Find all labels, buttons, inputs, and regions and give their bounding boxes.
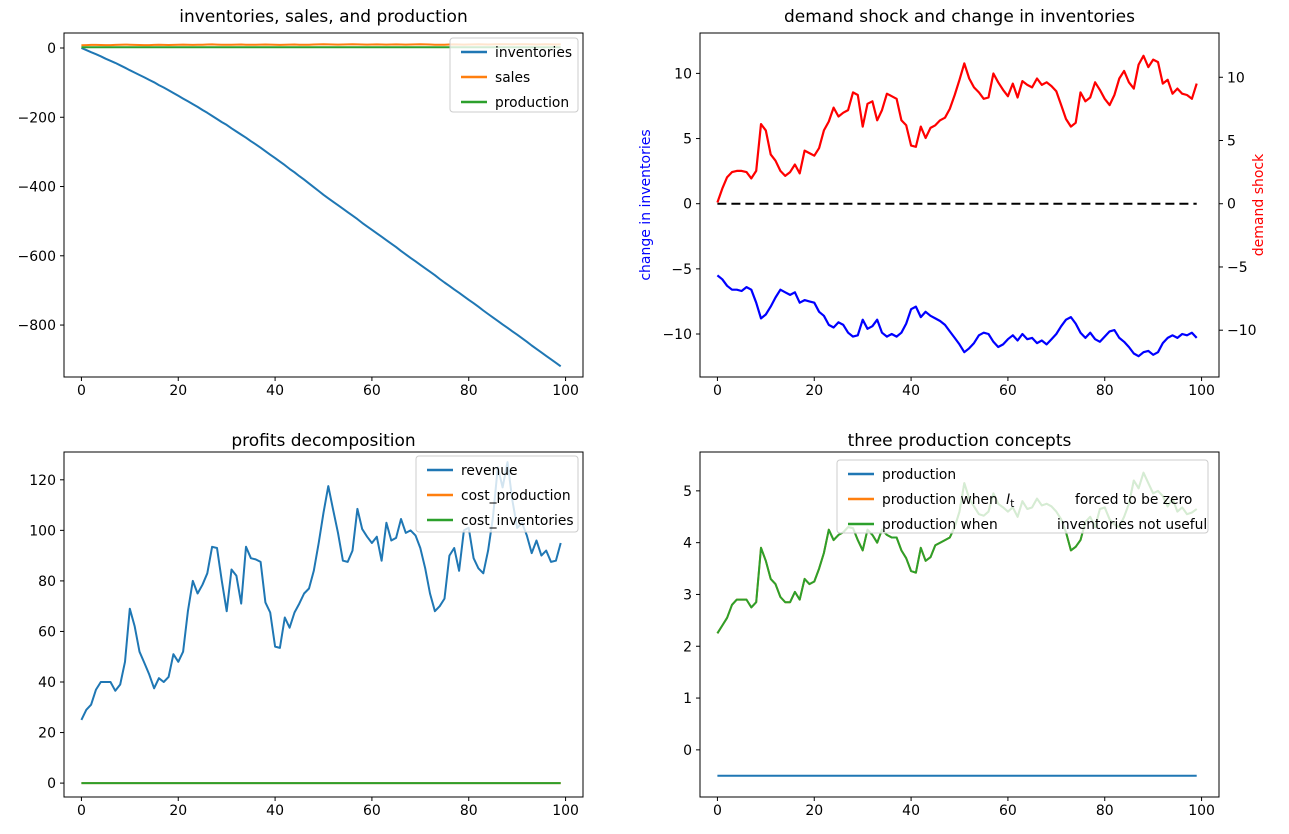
tick-label: 0 xyxy=(47,776,56,792)
tick-label: 0 xyxy=(713,383,722,399)
tick-label: 0 xyxy=(77,383,86,399)
tick-label: 80 xyxy=(1096,383,1114,399)
legend-entry-label: production when inventories not useful xyxy=(882,517,1207,533)
tick-label: 100 xyxy=(1188,383,1215,399)
tick-label: 0 xyxy=(47,41,56,57)
tick-label: −600 xyxy=(18,249,56,265)
legend: production production when It forced to be… xyxy=(836,459,1209,534)
tick-label: 80 xyxy=(38,574,56,590)
tick-label: 40 xyxy=(902,803,920,819)
legend-entry-label: sales xyxy=(495,70,530,86)
chart-profits-decomposition: 0 20 40 60 80 100 0 20 40 60 80 100 120 profits decom… xyxy=(29,431,584,819)
tick-label: 60 xyxy=(363,803,381,819)
legend: inventories sales production xyxy=(449,37,579,113)
tick-label: 80 xyxy=(460,383,478,399)
tick-label: 0 xyxy=(1227,197,1236,213)
tick-label: 80 xyxy=(460,803,478,819)
axes-box xyxy=(699,32,1220,378)
series-inventories xyxy=(81,47,562,368)
tick-label: 10 xyxy=(674,66,692,82)
tick-label: 100 xyxy=(29,523,56,539)
axes-box xyxy=(699,451,1220,798)
legend-box xyxy=(415,455,579,533)
legend: revenue cost_production cost_inventories xyxy=(415,455,579,533)
tick-label: −10 xyxy=(662,327,692,343)
tick-label: 0 xyxy=(683,197,692,213)
tick-label: 40 xyxy=(902,383,920,399)
tick-label: 60 xyxy=(38,624,56,640)
axes-box xyxy=(63,32,584,378)
legend-entry-label: cost_production xyxy=(461,488,571,504)
chart-inventories-sales-production: 0 20 40 60 80 100 0 −200 −400 −600 −800 inventories… xyxy=(18,7,584,399)
tick-label: 60 xyxy=(999,803,1017,819)
tick-label: 100 xyxy=(552,803,579,819)
tick-label: −800 xyxy=(18,318,56,334)
legend-box xyxy=(449,37,579,113)
chart-title: three production concepts xyxy=(848,431,1072,451)
tick-label: 60 xyxy=(999,383,1017,399)
tick-label: 5 xyxy=(1227,134,1236,150)
tick-label: 5 xyxy=(683,132,692,148)
tick-label: −400 xyxy=(18,180,56,196)
tick-label: 40 xyxy=(266,803,284,819)
tick-label: −200 xyxy=(18,110,56,126)
tick-label: 80 xyxy=(1096,803,1114,819)
legend-entry-label: cost_inventories xyxy=(461,513,574,529)
tick-label: 100 xyxy=(552,383,579,399)
series-revenue xyxy=(80,461,562,721)
tick-label: 5 xyxy=(683,484,692,500)
tick-label: 0 xyxy=(683,743,692,759)
legend-entry-label: inventories xyxy=(495,45,572,61)
legend-entry-label: production when It forced to be zero xyxy=(882,492,1192,510)
legend-entry-label: revenue xyxy=(461,463,518,479)
tick-label: 40 xyxy=(266,383,284,399)
tick-label: 0 xyxy=(713,803,722,819)
tick-label: −5 xyxy=(1227,260,1248,276)
axis-label-right: demand shock xyxy=(1251,153,1267,256)
series-change-in-inventories xyxy=(716,274,1198,358)
tick-label: 20 xyxy=(805,383,823,399)
series-demand-shock xyxy=(716,54,1198,203)
tick-label: 4 xyxy=(683,536,692,552)
tick-label: 20 xyxy=(169,803,187,819)
tick-label: 100 xyxy=(1188,803,1215,819)
legend-box xyxy=(836,459,1209,534)
tick-label: 2 xyxy=(683,639,692,655)
tick-label: −10 xyxy=(1227,323,1257,339)
axes-box xyxy=(63,451,584,798)
chart-title: demand shock and change in inventories xyxy=(784,7,1135,27)
tick-label: 10 xyxy=(1227,70,1245,86)
axis-label-left: change in inventories xyxy=(638,129,654,280)
tick-label: −5 xyxy=(671,262,692,278)
tick-label: 60 xyxy=(363,383,381,399)
tick-label: 0 xyxy=(77,803,86,819)
tick-label: 1 xyxy=(683,691,692,707)
tick-label: 40 xyxy=(38,675,56,691)
tick-label: 3 xyxy=(683,587,692,603)
legend-entry-label: production xyxy=(882,467,956,483)
tick-label: 20 xyxy=(169,383,187,399)
tick-label: 120 xyxy=(29,473,56,489)
chart-title: inventories, sales, and production xyxy=(179,7,468,27)
legend-entry-label: production xyxy=(495,95,569,111)
tick-label: 20 xyxy=(805,803,823,819)
tick-label: 20 xyxy=(38,726,56,742)
chart-three-production-concepts: 0 20 40 60 80 100 5 4 3 2 1 0 three production conce… xyxy=(683,431,1220,819)
chart-title: profits decomposition xyxy=(231,431,415,451)
